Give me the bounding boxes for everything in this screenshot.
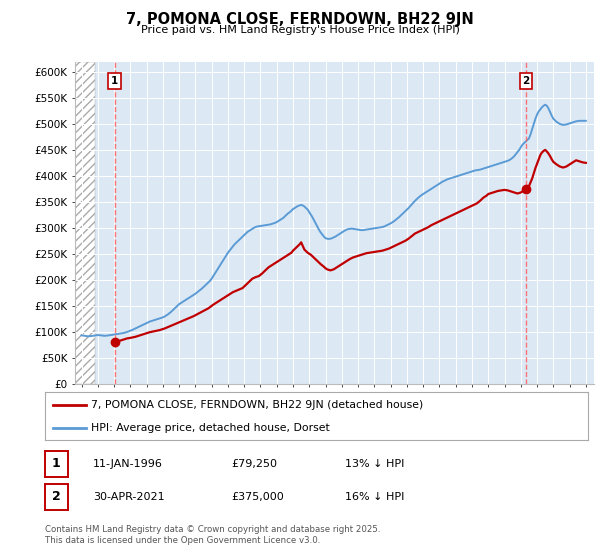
Text: 30-APR-2021: 30-APR-2021 [93,492,164,502]
Text: 1: 1 [52,457,61,470]
Text: 11-JAN-1996: 11-JAN-1996 [93,459,163,469]
Text: £79,250: £79,250 [231,459,277,469]
Text: 2: 2 [523,76,530,86]
Text: 7, POMONA CLOSE, FERNDOWN, BH22 9JN (detached house): 7, POMONA CLOSE, FERNDOWN, BH22 9JN (det… [91,400,424,410]
Text: 16% ↓ HPI: 16% ↓ HPI [345,492,404,502]
Text: Price paid vs. HM Land Registry's House Price Index (HPI): Price paid vs. HM Land Registry's House … [140,25,460,35]
Bar [75,62,95,384]
Text: HPI: Average price, detached house, Dorset: HPI: Average price, detached house, Dors… [91,423,330,433]
Text: Contains HM Land Registry data © Crown copyright and database right 2025.
This d: Contains HM Land Registry data © Crown c… [45,525,380,545]
Text: £375,000: £375,000 [231,492,284,502]
Text: 1: 1 [111,76,118,86]
Text: 13% ↓ HPI: 13% ↓ HPI [345,459,404,469]
Text: 7, POMONA CLOSE, FERNDOWN, BH22 9JN: 7, POMONA CLOSE, FERNDOWN, BH22 9JN [126,12,474,27]
Text: 2: 2 [52,490,61,503]
